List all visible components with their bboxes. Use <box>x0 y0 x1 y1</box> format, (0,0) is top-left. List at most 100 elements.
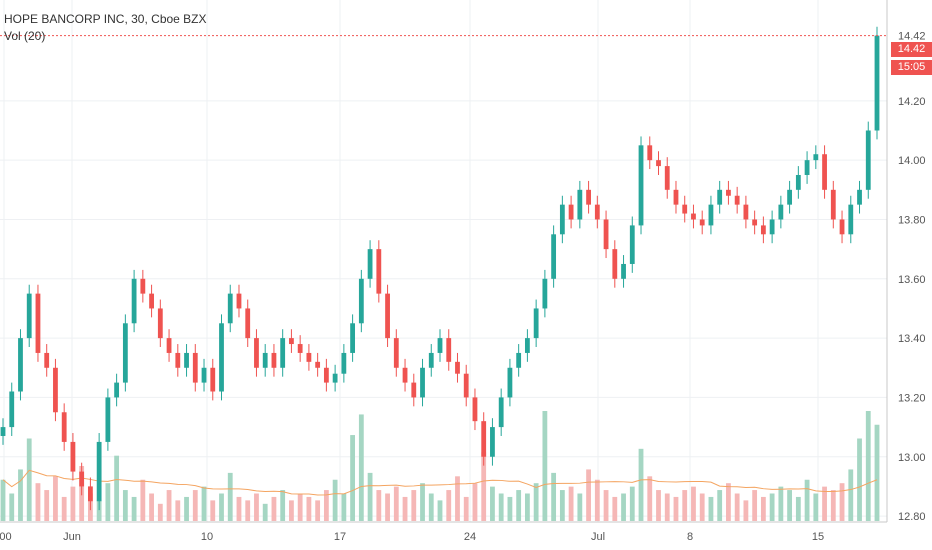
volume-bar <box>184 496 189 521</box>
grid <box>0 0 887 522</box>
candles <box>0 26 880 511</box>
volume-bar <box>638 448 644 521</box>
candle-body <box>830 189 836 220</box>
volume-bar <box>122 490 128 521</box>
volume-bar <box>428 493 434 521</box>
candle-body <box>586 189 591 205</box>
candle-body <box>61 412 67 442</box>
candle-body <box>376 249 382 294</box>
candle-body <box>437 338 443 353</box>
volume-bar <box>393 486 399 521</box>
volume-bar <box>490 486 495 521</box>
volume-legend[interactable]: Vol (20) <box>4 29 46 43</box>
candle-body <box>612 249 618 279</box>
volume-bar <box>472 483 478 521</box>
candle-body <box>262 352 268 368</box>
volume-bar <box>603 490 609 521</box>
candle-body <box>411 382 417 398</box>
volume-bar <box>629 486 635 521</box>
candle-body <box>708 204 714 226</box>
volume-bar <box>201 486 207 521</box>
volume-bar <box>323 490 329 521</box>
volume-bar <box>227 472 233 521</box>
volume-bar <box>568 486 574 521</box>
candle-body <box>26 293 32 339</box>
volume-bar <box>586 469 591 521</box>
candle-body <box>175 352 181 368</box>
time-axis[interactable]: :00 Jun 10 17 24 Jul 8 15 <box>0 531 824 543</box>
candle-body <box>393 338 399 368</box>
volume-bar <box>236 496 242 521</box>
candle-body <box>9 391 15 428</box>
symbol-legend[interactable]: HOPE BANCORP INC, 30, Cboe BZX <box>4 12 207 26</box>
candle-body <box>848 204 854 235</box>
candle-body <box>542 278 548 309</box>
volume-bar <box>577 493 583 521</box>
candle-body <box>629 225 635 264</box>
volume-bar <box>280 490 286 521</box>
candle-body <box>114 382 120 398</box>
volume-bar <box>848 469 854 521</box>
volume-bar <box>61 496 67 521</box>
candle-body <box>778 204 784 220</box>
volume-bar <box>682 490 688 521</box>
candle-body <box>385 293 390 339</box>
volume-bar <box>411 490 417 521</box>
price-tick-label: 14.00 <box>898 155 926 167</box>
volume-bar <box>551 472 557 521</box>
price-tick-label: 13.00 <box>898 452 926 464</box>
volume-bar <box>175 500 181 521</box>
volume-bar <box>157 503 163 521</box>
candle-body <box>524 338 530 353</box>
candle-body <box>516 352 522 368</box>
volume-bar <box>350 435 356 521</box>
volume-bar <box>542 411 548 521</box>
volume-bar <box>53 476 58 521</box>
volume-bar <box>734 493 740 521</box>
volume-bar <box>420 483 425 521</box>
candle-body <box>760 225 766 235</box>
volume-bar <box>830 490 836 521</box>
volume-bar <box>726 483 731 521</box>
volume-bar <box>822 486 827 521</box>
candle-body <box>35 293 41 353</box>
volume-bar <box>699 493 705 521</box>
price-tick-label: 13.60 <box>898 274 926 286</box>
candle-body <box>254 338 259 368</box>
volume-bar <box>865 411 871 521</box>
price-tick-label: 12.80 <box>898 511 926 523</box>
candle-body <box>323 367 329 383</box>
volume-bar <box>297 493 303 521</box>
candle-body <box>157 308 163 339</box>
price-axis[interactable]: 12.80 13.00 13.20 13.40 13.60 13.80 14.00 14.20… <box>898 31 926 523</box>
volume-bar <box>367 472 373 521</box>
candle-body <box>822 154 827 190</box>
candle-body <box>647 145 653 161</box>
volume-bar <box>874 424 880 521</box>
candle-body <box>726 189 731 196</box>
volume-bar <box>166 490 172 521</box>
volume-bar <box>664 493 670 521</box>
volume-bar <box>254 493 259 521</box>
volume-bar <box>769 493 775 521</box>
candle-body <box>219 323 224 392</box>
volume-bar <box>114 455 120 521</box>
candle-body <box>472 397 478 422</box>
time-tick-label: 17 <box>334 531 346 543</box>
candle-body <box>0 427 6 436</box>
candle-body <box>734 195 740 205</box>
time-tick-label: 8 <box>687 531 693 543</box>
candle-body <box>210 367 216 392</box>
candle-body <box>358 278 364 324</box>
volume-bar <box>804 479 810 521</box>
candle-body <box>280 338 286 368</box>
volume-bar <box>752 490 758 521</box>
candle-body <box>131 278 137 324</box>
volume-bars <box>0 411 880 521</box>
candle-body <box>166 338 172 353</box>
candle-body <box>656 160 661 167</box>
volume-bar <box>140 479 146 521</box>
price-tick-label: 14.42 <box>898 31 926 43</box>
time-tick-label: Jul <box>591 531 605 543</box>
